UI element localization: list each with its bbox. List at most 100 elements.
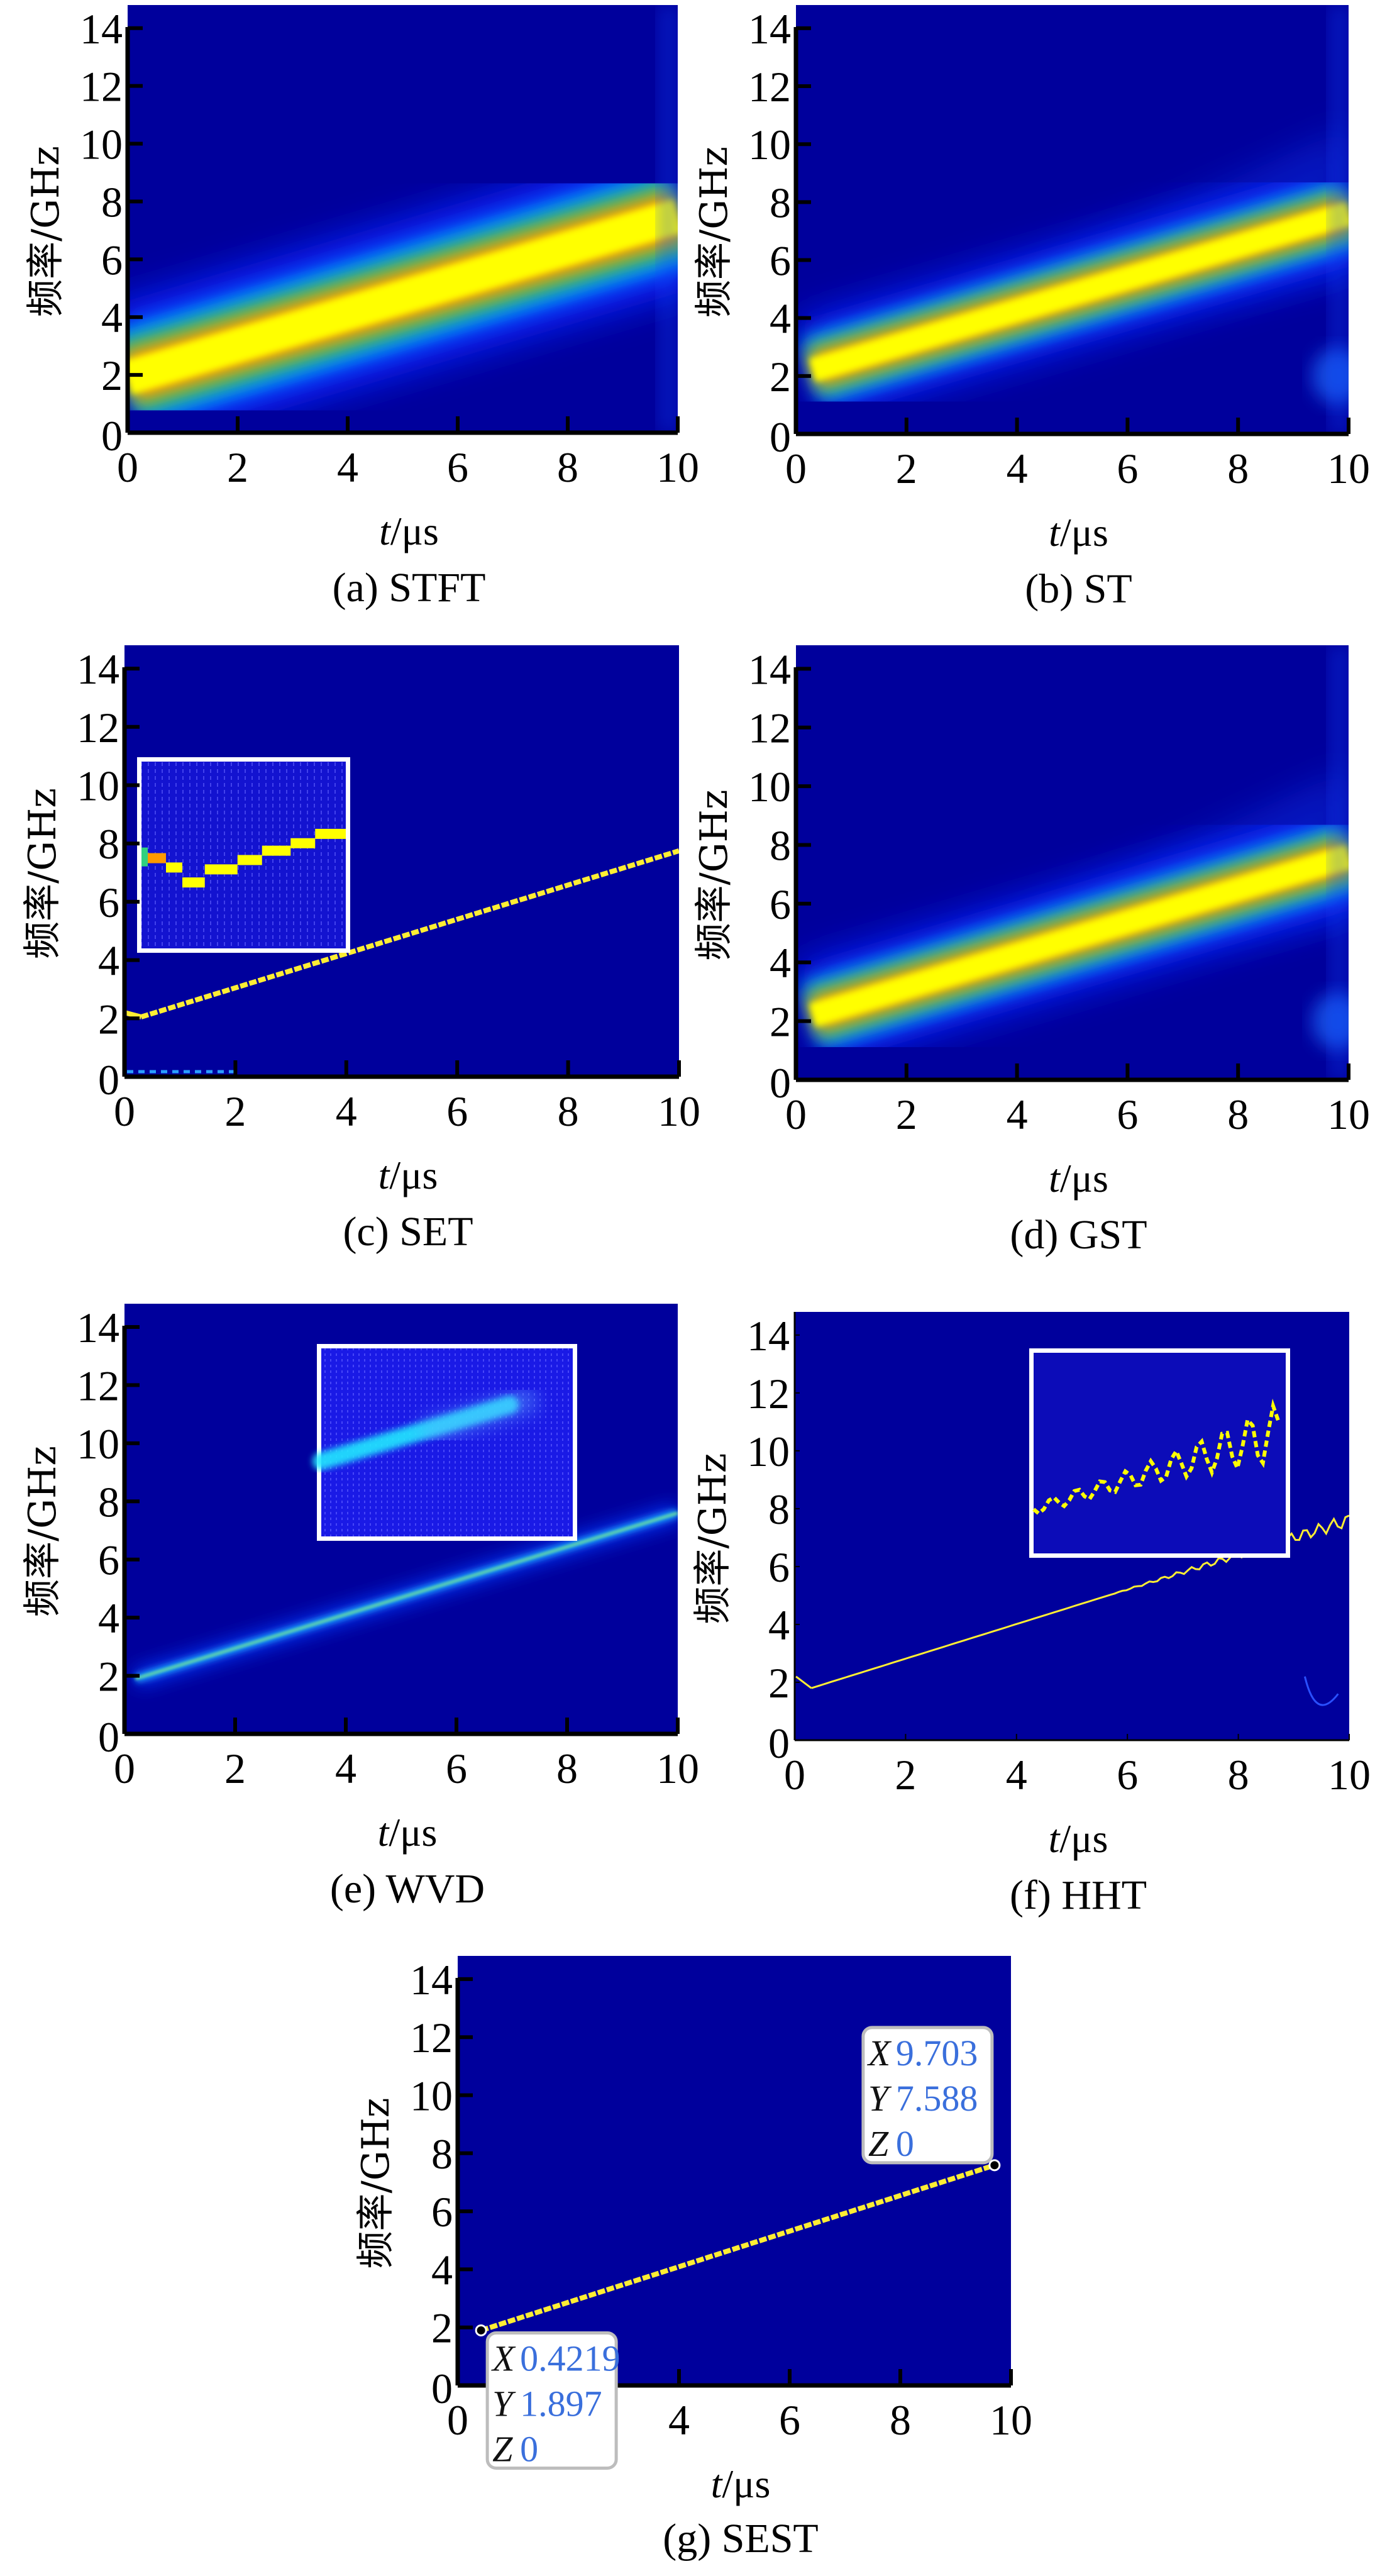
x-axis-title: t/μs: [1049, 510, 1108, 555]
edge-effect: [1330, 645, 1349, 1080]
y-tick-label: 12: [77, 704, 119, 752]
y-tick-label: 10: [748, 763, 791, 811]
plot-area: [480, 2162, 996, 2333]
x-tick-label: 8: [556, 1745, 578, 1792]
plot-background: [458, 1956, 1011, 2385]
y-tick-label: 6: [101, 236, 123, 284]
inset-ridge-step: [182, 877, 205, 888]
inset-ridge-start: [141, 847, 148, 867]
x-tick-label: 6: [1117, 1751, 1138, 1799]
x-tick-label: 10: [990, 2396, 1032, 2444]
x-tick-label: 0: [117, 443, 138, 491]
datatip-key-z: Z: [492, 2428, 513, 2469]
y-axis-title: 频率/GHz: [692, 147, 736, 318]
y-tick-label: 2: [98, 995, 119, 1043]
inset-background: [1034, 1353, 1286, 1553]
x-tick-label: 0: [114, 1745, 135, 1792]
datatip-key-y: Y: [868, 2078, 892, 2119]
inset-zoom: [312, 1344, 577, 1541]
y-axis-title: 频率/GHz: [21, 788, 65, 959]
y-tick-label: 14: [80, 5, 123, 53]
y-tick-label: 14: [77, 645, 119, 693]
x-axis-unit: /μs: [1059, 1816, 1108, 1861]
x-tick-label: 10: [658, 1087, 700, 1135]
y-tick-label: 10: [748, 121, 791, 169]
x-tick-label: 4: [1006, 1751, 1027, 1799]
y-tick-label: 0: [101, 412, 123, 460]
x-tick-label: 6: [1117, 1091, 1138, 1138]
panel-caption: (b) ST: [1025, 566, 1132, 612]
x-tick-label: 8: [890, 2396, 911, 2444]
x-axis-title: t/μs: [711, 2462, 771, 2506]
panel-caption: (g) SEST: [663, 2516, 819, 2562]
y-tick-label: 0: [770, 1059, 791, 1107]
y-tick-label: 2: [101, 352, 123, 399]
y-axis-title: 频率/GHz: [21, 1446, 65, 1617]
y-tick-label: 0: [431, 2365, 453, 2412]
x-axis-title: t/μs: [378, 1810, 438, 1855]
y-tick-label: 2: [770, 998, 791, 1046]
ridge-start: [124, 1010, 142, 1019]
datatip-key-y: Y: [492, 2383, 516, 2424]
inset-ridge-step: [315, 828, 346, 839]
x-tick-label: 0: [447, 2396, 468, 2444]
x-tick-label: 8: [557, 443, 578, 491]
y-axis-title: 频率/GHz: [354, 2097, 398, 2268]
inset-ridge-step: [166, 862, 182, 873]
y-tick-label: 4: [101, 294, 123, 341]
plot-area: [128, 5, 678, 433]
inset-ridge-step: [237, 855, 262, 865]
y-tick-label: 10: [410, 2072, 453, 2120]
x-axis-title: t/μs: [378, 1153, 438, 1197]
y-tick-label: 14: [748, 5, 791, 53]
y-tick-label: 14: [410, 1956, 453, 2004]
datatip-marker: [988, 2159, 1001, 2172]
x-tick-label: 10: [656, 1745, 699, 1792]
y-tick-label: 8: [768, 1485, 790, 1533]
panel-caption: (c) SET: [343, 1209, 473, 1255]
y-tick-label: 12: [77, 1362, 119, 1409]
datatip-key-z: Z: [868, 2123, 889, 2164]
y-tick-label: 0: [770, 413, 791, 461]
y-tick-label: 8: [770, 179, 791, 226]
panel-caption: (f) HHT: [1010, 1872, 1147, 1918]
edge-effect: [659, 5, 678, 433]
x-axis-variable: t: [379, 509, 392, 553]
y-tick-label: 10: [747, 1428, 790, 1475]
y-tick-label: 6: [98, 1536, 119, 1584]
y-tick-label: 0: [98, 1056, 119, 1104]
datatip-value-z: 0: [896, 2123, 914, 2164]
inset-ridge-step: [262, 845, 291, 856]
inset-ridge-fade: [418, 1385, 539, 1445]
inset-zoom: [137, 757, 350, 953]
y-tick-label: 6: [770, 237, 791, 285]
residual-mode: [1303, 1676, 1339, 1706]
x-tick-label: 2: [895, 1751, 916, 1799]
y-tick-label: 4: [770, 295, 791, 343]
panel-st: 0 2 4 6 8 10 0 2 4 6 8 10 12 14 频率/GHz t/μs (b) ST: [692, 5, 1370, 612]
x-axis-variable: t: [1049, 1816, 1061, 1861]
x-tick-label: 2: [227, 443, 248, 491]
x-tick-label: 4: [335, 1745, 356, 1792]
panel-set: 0 2 4 6 8 10 0 2 4 6 8 10 12 14 频率/GHz t/μs (c) SET: [21, 645, 700, 1255]
y-tick-label: 8: [98, 820, 119, 868]
x-tick-label: 6: [446, 1087, 468, 1135]
inset-ridge-step: [204, 864, 238, 875]
y-tick-label: 8: [101, 178, 123, 226]
x-tick-label: 0: [784, 1751, 805, 1799]
datatip-marker: [475, 2324, 487, 2336]
x-tick-label: 10: [1327, 1091, 1370, 1138]
inset-ridge: [1032, 1398, 1280, 1516]
y-tick-label: 8: [98, 1478, 119, 1526]
x-tick-label: 4: [1007, 1091, 1028, 1138]
datatip-value-y: 1.897: [520, 2383, 602, 2424]
y-tick-label: 14: [77, 1304, 119, 1352]
y-tick-label: 6: [770, 880, 791, 928]
x-axis-variable: t: [378, 1153, 391, 1197]
x-tick-label: 8: [1227, 445, 1249, 492]
y-tick-label: 8: [431, 2130, 453, 2178]
y-tick-label: 2: [98, 1653, 119, 1701]
x-tick-label: 2: [224, 1745, 246, 1792]
